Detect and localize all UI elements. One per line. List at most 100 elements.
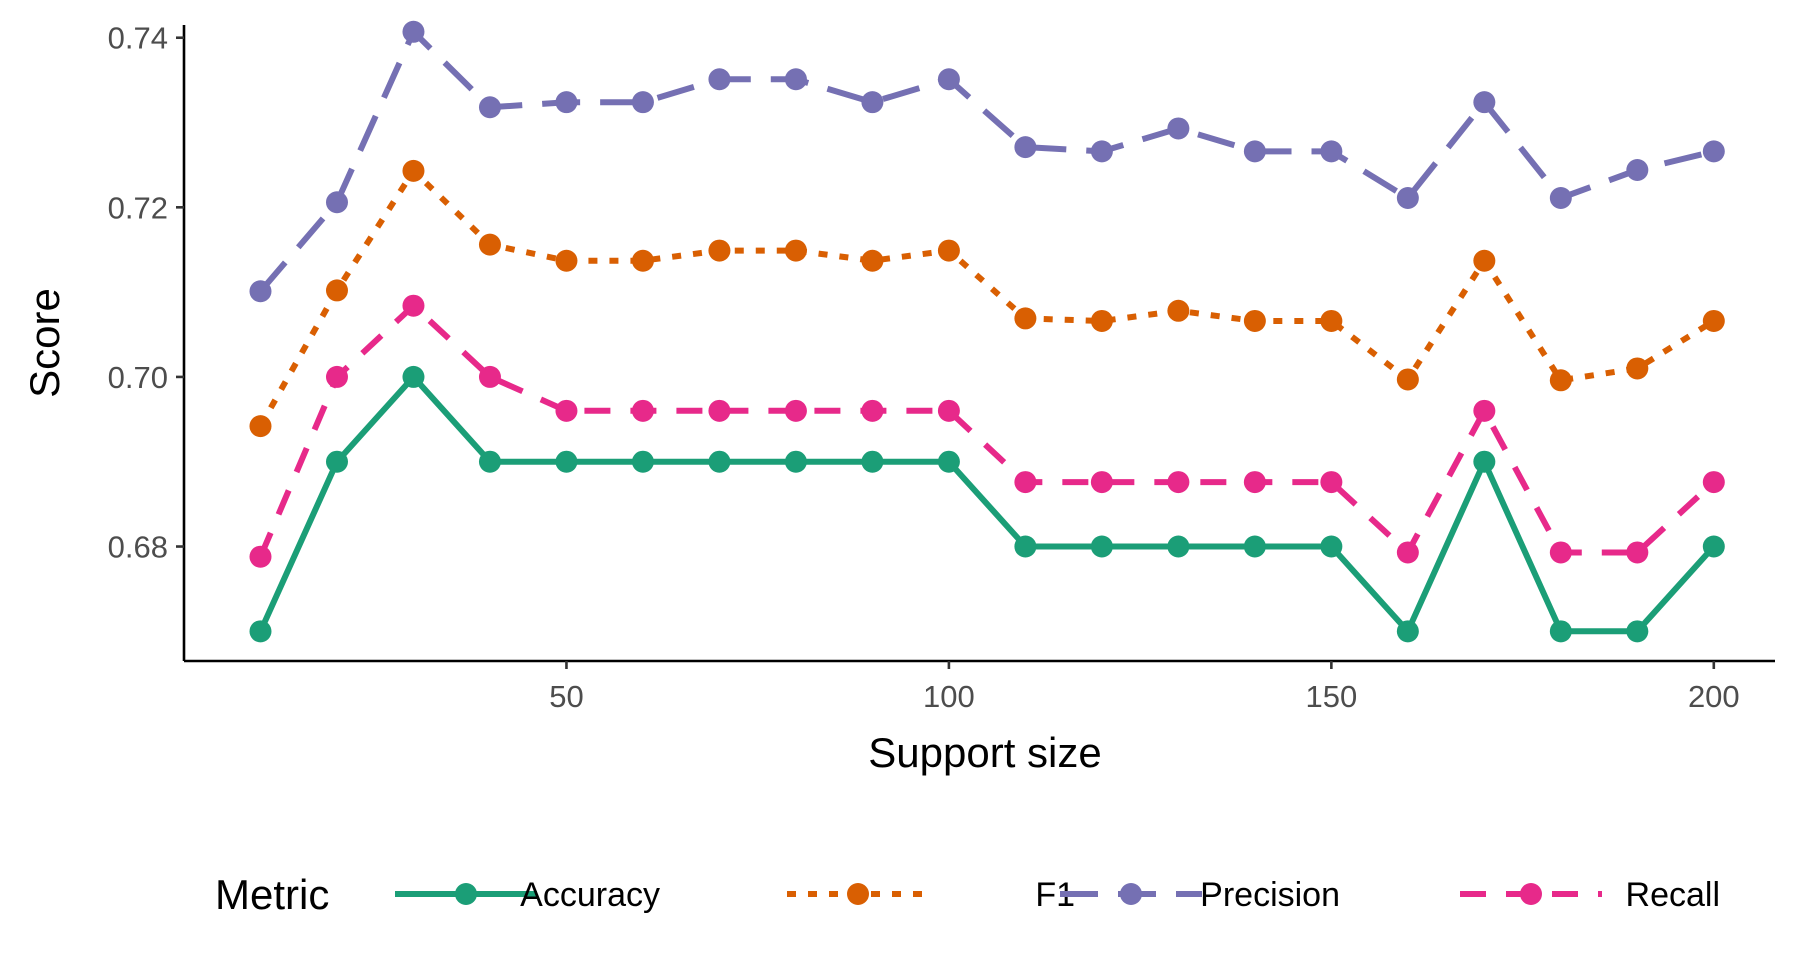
- legend-key-point: [1520, 883, 1542, 905]
- data-point-precision: [937, 68, 960, 91]
- y-tick-label: 0.68: [108, 530, 168, 565]
- data-point-f1: [708, 239, 731, 262]
- x-tick-label: 200: [1688, 679, 1740, 714]
- x-tick-label: 50: [549, 679, 583, 714]
- data-point-accuracy: [1320, 535, 1343, 558]
- data-point-precision: [1473, 91, 1496, 114]
- data-point-f1: [1473, 249, 1496, 272]
- legend-item-precision: Precision: [1060, 876, 1340, 914]
- legend-key-point: [455, 883, 477, 905]
- data-point-f1: [249, 415, 272, 438]
- y-tick-label: 0.72: [108, 190, 168, 225]
- data-point-recall: [1549, 541, 1572, 564]
- data-point-f1: [402, 159, 425, 182]
- y-tick-label: 0.74: [108, 21, 168, 56]
- data-point-recall: [1626, 541, 1649, 564]
- y-tick-label: 0.70: [108, 360, 168, 395]
- data-point-accuracy: [784, 450, 807, 473]
- data-point-recall: [1320, 471, 1343, 494]
- axes-layer: [182, 25, 1775, 663]
- data-point-precision: [1014, 136, 1037, 159]
- data-point-f1: [861, 249, 884, 272]
- legend-key-point: [847, 883, 869, 905]
- legend-item-accuracy: Accuracy: [395, 876, 660, 914]
- data-point-f1: [1243, 309, 1266, 332]
- data-point-recall: [708, 399, 731, 422]
- legend-key-point: [1120, 883, 1142, 905]
- data-point-accuracy: [1473, 450, 1496, 473]
- data-point-f1: [1702, 309, 1725, 332]
- series-layer: [249, 20, 1725, 643]
- data-point-precision: [708, 68, 731, 91]
- x-tick-label: 150: [1305, 679, 1357, 714]
- data-point-f1: [631, 249, 654, 272]
- legend-label: Accuracy: [520, 876, 660, 914]
- data-point-f1: [937, 239, 960, 262]
- data-point-accuracy: [325, 450, 348, 473]
- data-point-precision: [1167, 117, 1190, 140]
- data-point-precision: [1090, 140, 1113, 163]
- data-point-recall: [861, 399, 884, 422]
- series-recall: [249, 294, 1725, 568]
- data-point-accuracy: [1243, 535, 1266, 558]
- data-point-accuracy: [1702, 535, 1725, 558]
- data-point-recall: [784, 399, 807, 422]
- x-tick-label: 100: [923, 679, 975, 714]
- series-accuracy: [249, 365, 1725, 643]
- data-point-accuracy: [478, 450, 501, 473]
- data-point-precision: [478, 96, 501, 119]
- data-point-accuracy: [402, 365, 425, 388]
- legend-label: Recall: [1626, 876, 1720, 914]
- data-point-f1: [1090, 309, 1113, 332]
- legend: Metric Accuracy F1 Precision Recall: [215, 871, 1720, 918]
- data-point-recall: [555, 399, 578, 422]
- data-point-recall: [1702, 471, 1725, 494]
- data-point-precision: [631, 91, 654, 114]
- data-point-precision: [1243, 140, 1266, 163]
- legend-item-recall: Recall: [1460, 876, 1720, 914]
- data-point-f1: [1320, 309, 1343, 332]
- series-line-precision: [258, 28, 1715, 294]
- data-point-precision: [249, 280, 272, 303]
- series-line-accuracy: [257, 373, 1717, 635]
- data-point-recall: [1014, 471, 1037, 494]
- data-point-precision: [1396, 186, 1419, 209]
- data-point-f1: [1396, 368, 1419, 391]
- data-point-accuracy: [1090, 535, 1113, 558]
- data-point-recall: [937, 399, 960, 422]
- data-point-accuracy: [1396, 620, 1419, 643]
- data-point-accuracy: [861, 450, 884, 473]
- data-point-recall: [325, 365, 348, 388]
- data-point-precision: [1702, 140, 1725, 163]
- legend-title: Metric: [215, 871, 329, 918]
- x-axis-title: Support size: [868, 729, 1101, 776]
- data-point-accuracy: [708, 450, 731, 473]
- data-point-accuracy: [631, 450, 654, 473]
- data-point-recall: [1396, 541, 1419, 564]
- data-point-accuracy: [1167, 535, 1190, 558]
- data-point-f1: [784, 239, 807, 262]
- data-point-precision: [1320, 140, 1343, 163]
- data-point-recall: [631, 399, 654, 422]
- data-point-recall: [1243, 471, 1266, 494]
- data-point-recall: [1167, 471, 1190, 494]
- data-point-recall: [249, 545, 272, 568]
- data-point-precision: [555, 91, 578, 114]
- data-point-recall: [1473, 399, 1496, 422]
- data-point-f1: [1626, 357, 1649, 380]
- ticks-layer: 0.68 0.70 0.72 0.74 50 100 150 200: [108, 21, 1740, 714]
- data-point-f1: [555, 249, 578, 272]
- data-point-accuracy: [937, 450, 960, 473]
- data-point-precision: [402, 20, 425, 43]
- legend-item-f1: F1: [787, 876, 1075, 914]
- data-point-f1: [478, 233, 501, 256]
- data-point-f1: [325, 279, 348, 302]
- series-precision: [249, 20, 1725, 303]
- data-point-f1: [1549, 369, 1572, 392]
- data-point-accuracy: [249, 620, 272, 643]
- data-point-precision: [325, 191, 348, 214]
- data-point-precision: [1626, 159, 1649, 182]
- legend-label: Precision: [1200, 876, 1340, 914]
- data-point-precision: [784, 68, 807, 91]
